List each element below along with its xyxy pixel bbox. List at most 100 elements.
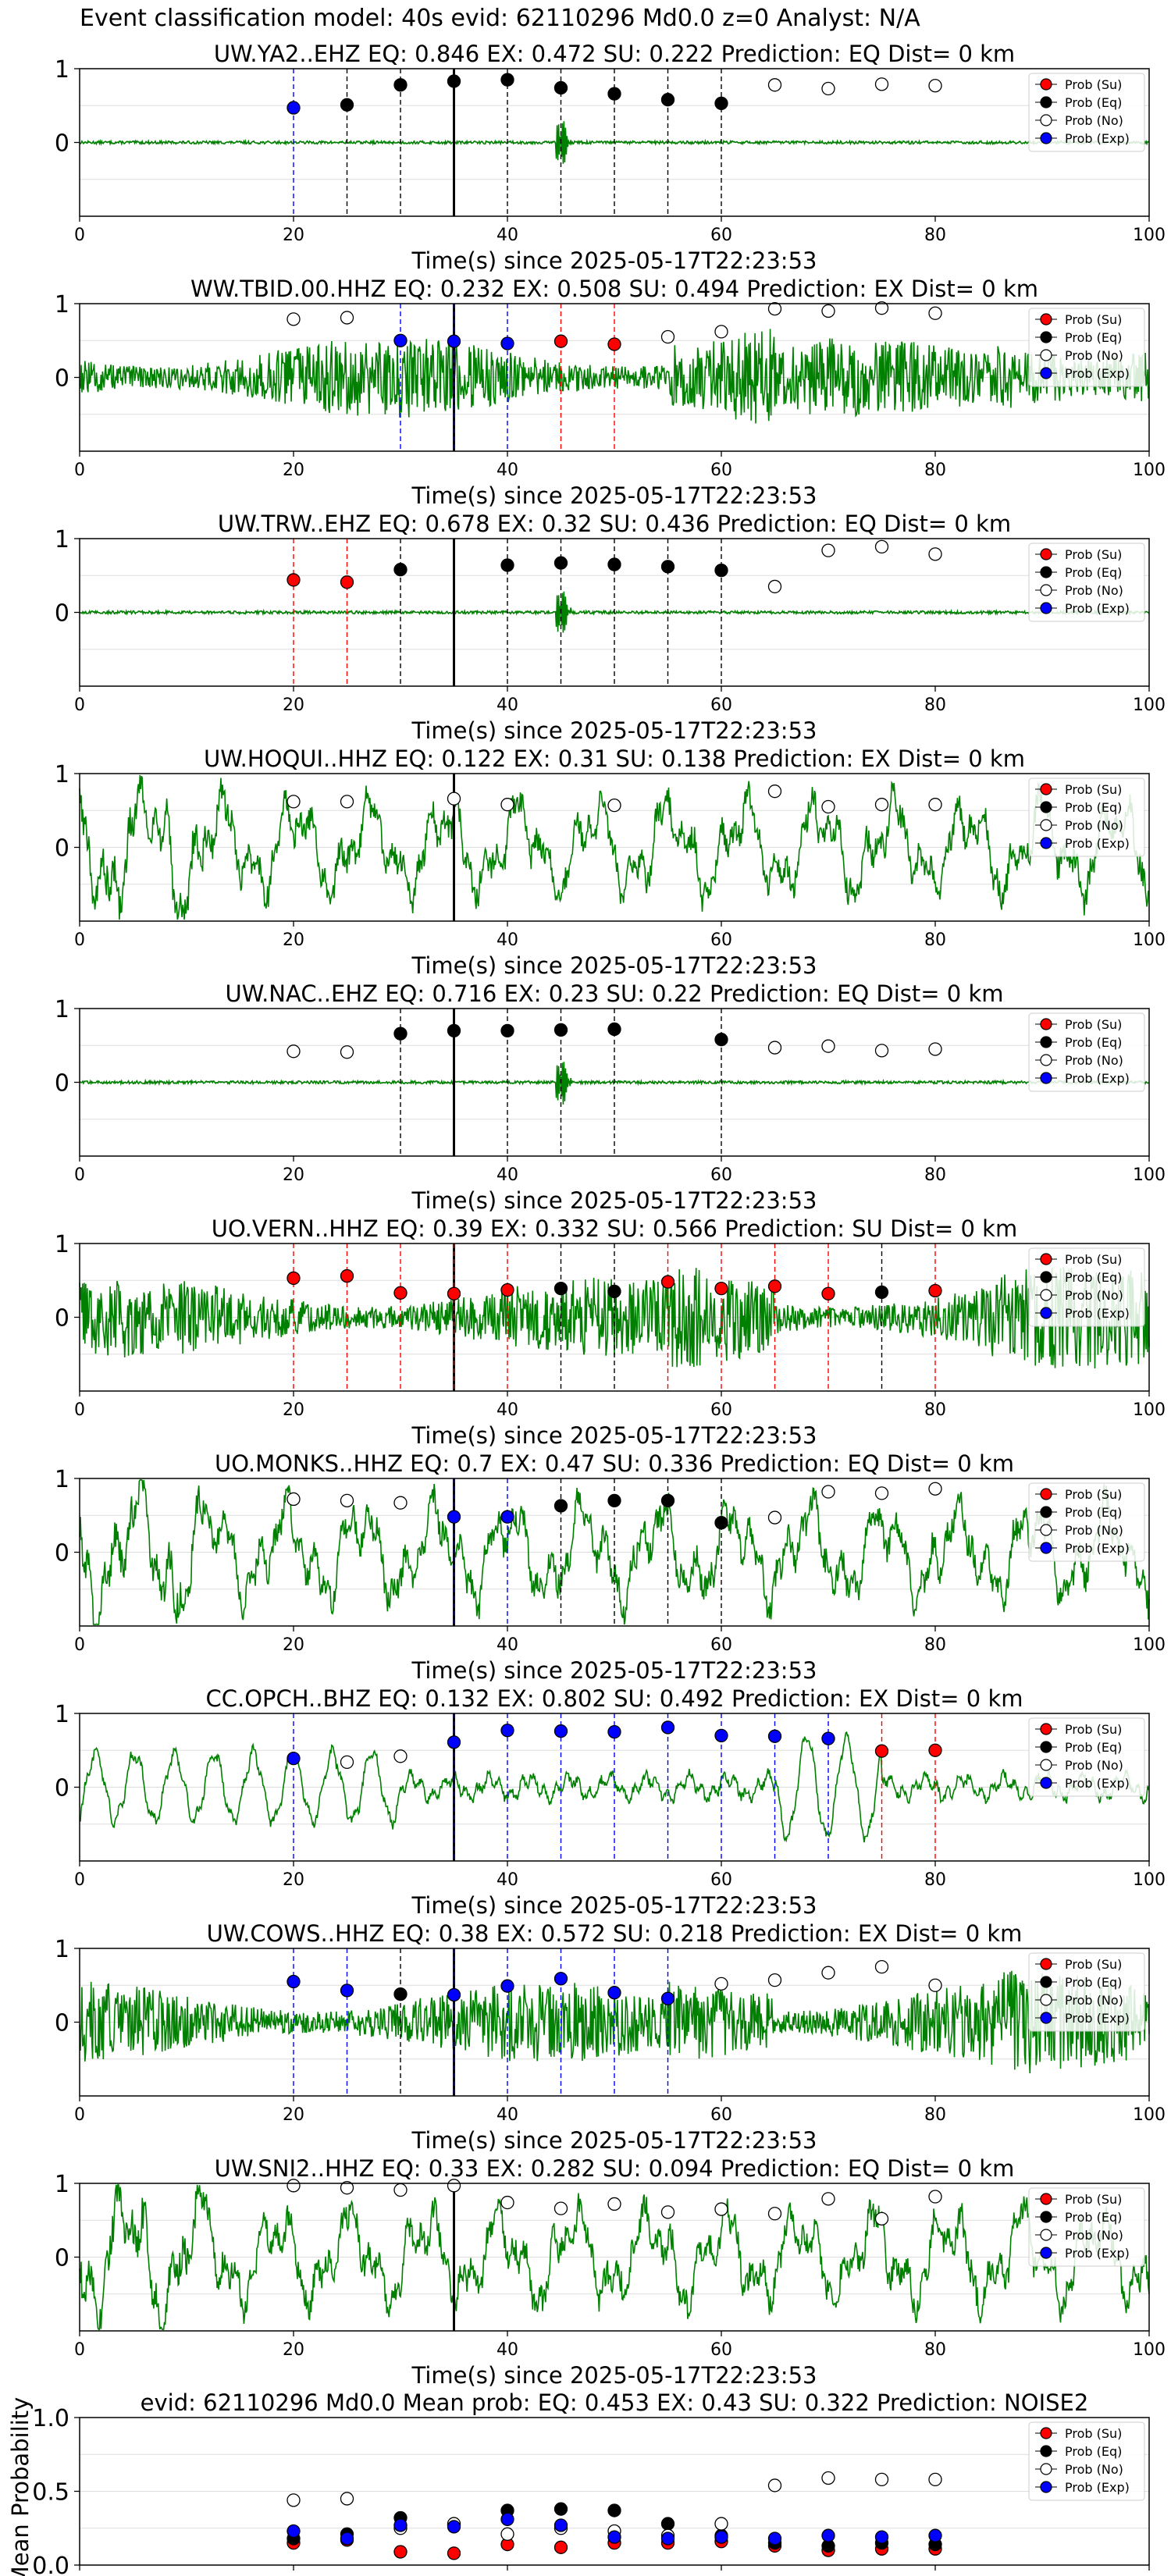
prob-point	[767, 785, 782, 799]
x-tick-label: 20	[283, 930, 304, 950]
prob-point	[287, 1974, 301, 1989]
prob-point	[500, 336, 514, 350]
legend-marker	[1040, 1018, 1052, 1030]
x-tick-label: 0	[74, 2574, 85, 2576]
legend-marker	[1040, 114, 1052, 126]
x-tick-label: 40	[497, 1870, 518, 1890]
prob-point	[660, 1720, 675, 1735]
legend-label: Prob (No)	[1065, 583, 1123, 598]
waveform-trace	[79, 2184, 1150, 2330]
prob-point	[393, 1026, 408, 1041]
prob-point	[714, 563, 728, 578]
prob-point	[714, 325, 728, 339]
prob-point	[874, 77, 889, 91]
legend-label: Prob (Exp)	[1065, 2011, 1130, 2026]
legend-box	[1028, 1482, 1145, 1562]
x-axis-label: Time(s) since 2025-05-17T22:23:53	[411, 1422, 817, 1449]
prob-point	[874, 798, 889, 812]
x-tick-label: 20	[283, 226, 304, 245]
prob-point	[340, 1268, 354, 1283]
prob-point	[393, 333, 408, 347]
prob-point	[607, 2197, 621, 2211]
legend-label: Prob (Exp)	[1065, 2246, 1130, 2261]
x-tick-label: 60	[710, 461, 732, 480]
subplot-6: UO.VERN..HHZ EQ: 0.39 EX: 0.332 SU: 0.56…	[55, 1215, 1166, 1449]
x-tick-label: 100	[1133, 1400, 1166, 1420]
mean-prob-point	[553, 2502, 568, 2516]
x-tick-label: 20	[283, 1870, 304, 1890]
legend-marker	[1040, 1506, 1052, 1518]
legend-label: Prob (Su)	[1065, 77, 1122, 92]
prob-point	[447, 1735, 461, 1749]
x-tick-label: 100	[1133, 461, 1166, 480]
prob-point	[767, 1279, 782, 1293]
legend-marker	[1040, 837, 1052, 849]
prob-point	[874, 2211, 889, 2226]
y-tick-label: 1.0	[32, 2405, 69, 2432]
prob-point	[607, 87, 621, 101]
y-tick-label: 0	[55, 1775, 69, 1802]
legend-marker	[1040, 2193, 1052, 2205]
legend-label: Prob (Exp)	[1065, 836, 1130, 851]
x-tick-label: 60	[710, 1870, 732, 1890]
legend-label: Prob (No)	[1065, 2228, 1123, 2243]
subplot-title: UO.MONKS..HHZ EQ: 0.7 EX: 0.47 SU: 0.336…	[215, 1450, 1014, 1477]
y-tick-label: 1	[55, 526, 69, 553]
prob-point	[287, 2179, 301, 2193]
mean-prob-point	[553, 2518, 568, 2532]
x-tick-label: 40	[497, 1635, 518, 1655]
legend-label: Prob (No)	[1065, 1288, 1123, 1303]
prob-point	[500, 798, 514, 812]
x-axis-label: Time(s) since 2025-05-17T22:23:53	[411, 1657, 817, 1684]
x-tick-label: 40	[497, 1165, 518, 1185]
legend-marker	[1040, 78, 1052, 91]
x-tick-label: 80	[924, 1870, 946, 1890]
prob-point	[393, 78, 408, 92]
x-axis-label: Time(s) since 2025-05-17T22:23:53	[411, 2127, 817, 2154]
legend: Prob (Su) Prob (Eq) Prob (No) Prob (Exp)	[1028, 1952, 1145, 2032]
prob-point	[714, 1728, 728, 1743]
prob-point	[393, 1496, 408, 1510]
prob-point	[767, 1510, 782, 1525]
legend-label: Prob (Eq)	[1065, 800, 1122, 815]
subplot-title: WW.TBID.00.HHZ EQ: 0.232 EX: 0.508 SU: 0…	[190, 276, 1038, 302]
legend-label: Prob (No)	[1065, 1053, 1123, 1068]
mean-prob-point	[928, 2472, 942, 2487]
x-tick-label: 40	[497, 461, 518, 480]
legend-marker	[1040, 1307, 1052, 1319]
mean-prob-point	[287, 2524, 301, 2539]
x-tick-label: 60	[710, 2105, 732, 2125]
legend-marker	[1040, 2012, 1052, 2024]
legend-marker	[1040, 1542, 1052, 1554]
x-tick-label: 0	[74, 696, 85, 715]
prob-point	[553, 1499, 568, 1513]
prob-point	[928, 798, 942, 812]
prob-point	[821, 799, 835, 814]
y-tick-label: 1	[55, 996, 69, 1023]
prob-point	[874, 1486, 889, 1500]
legend-label: Prob (Su)	[1065, 782, 1122, 797]
prob-point	[287, 1271, 301, 1286]
prob-point	[340, 1493, 354, 1507]
prob-point	[340, 2181, 354, 2195]
legend-label: Prob (Eq)	[1065, 1035, 1122, 1050]
mean-prob-point	[447, 2546, 461, 2560]
prob-point	[928, 1283, 942, 1298]
mean-prob-point	[714, 2530, 728, 2544]
prob-point	[714, 1033, 728, 1047]
legend-label: Prob (Exp)	[1065, 366, 1130, 381]
prob-point	[500, 1724, 514, 1738]
subplot-title: evid: 62110296 Md0.0 Mean prob: EQ: 0.45…	[141, 2389, 1089, 2416]
y-tick-label: 0	[55, 835, 69, 863]
legend-label: Prob (Eq)	[1065, 565, 1122, 580]
prob-point	[500, 2195, 514, 2210]
y-tick-label: 1	[55, 56, 69, 84]
legend: Prob (Su) Prob (Eq) Prob (No) Prob (Exp)	[1028, 1482, 1145, 1562]
y-tick-label: 0.5	[32, 2479, 69, 2507]
prob-point	[660, 329, 675, 344]
x-tick-label: 80	[924, 2340, 946, 2360]
prob-point	[928, 1042, 942, 1056]
mean-prob-point	[500, 2512, 514, 2527]
prob-point	[874, 1285, 889, 1300]
